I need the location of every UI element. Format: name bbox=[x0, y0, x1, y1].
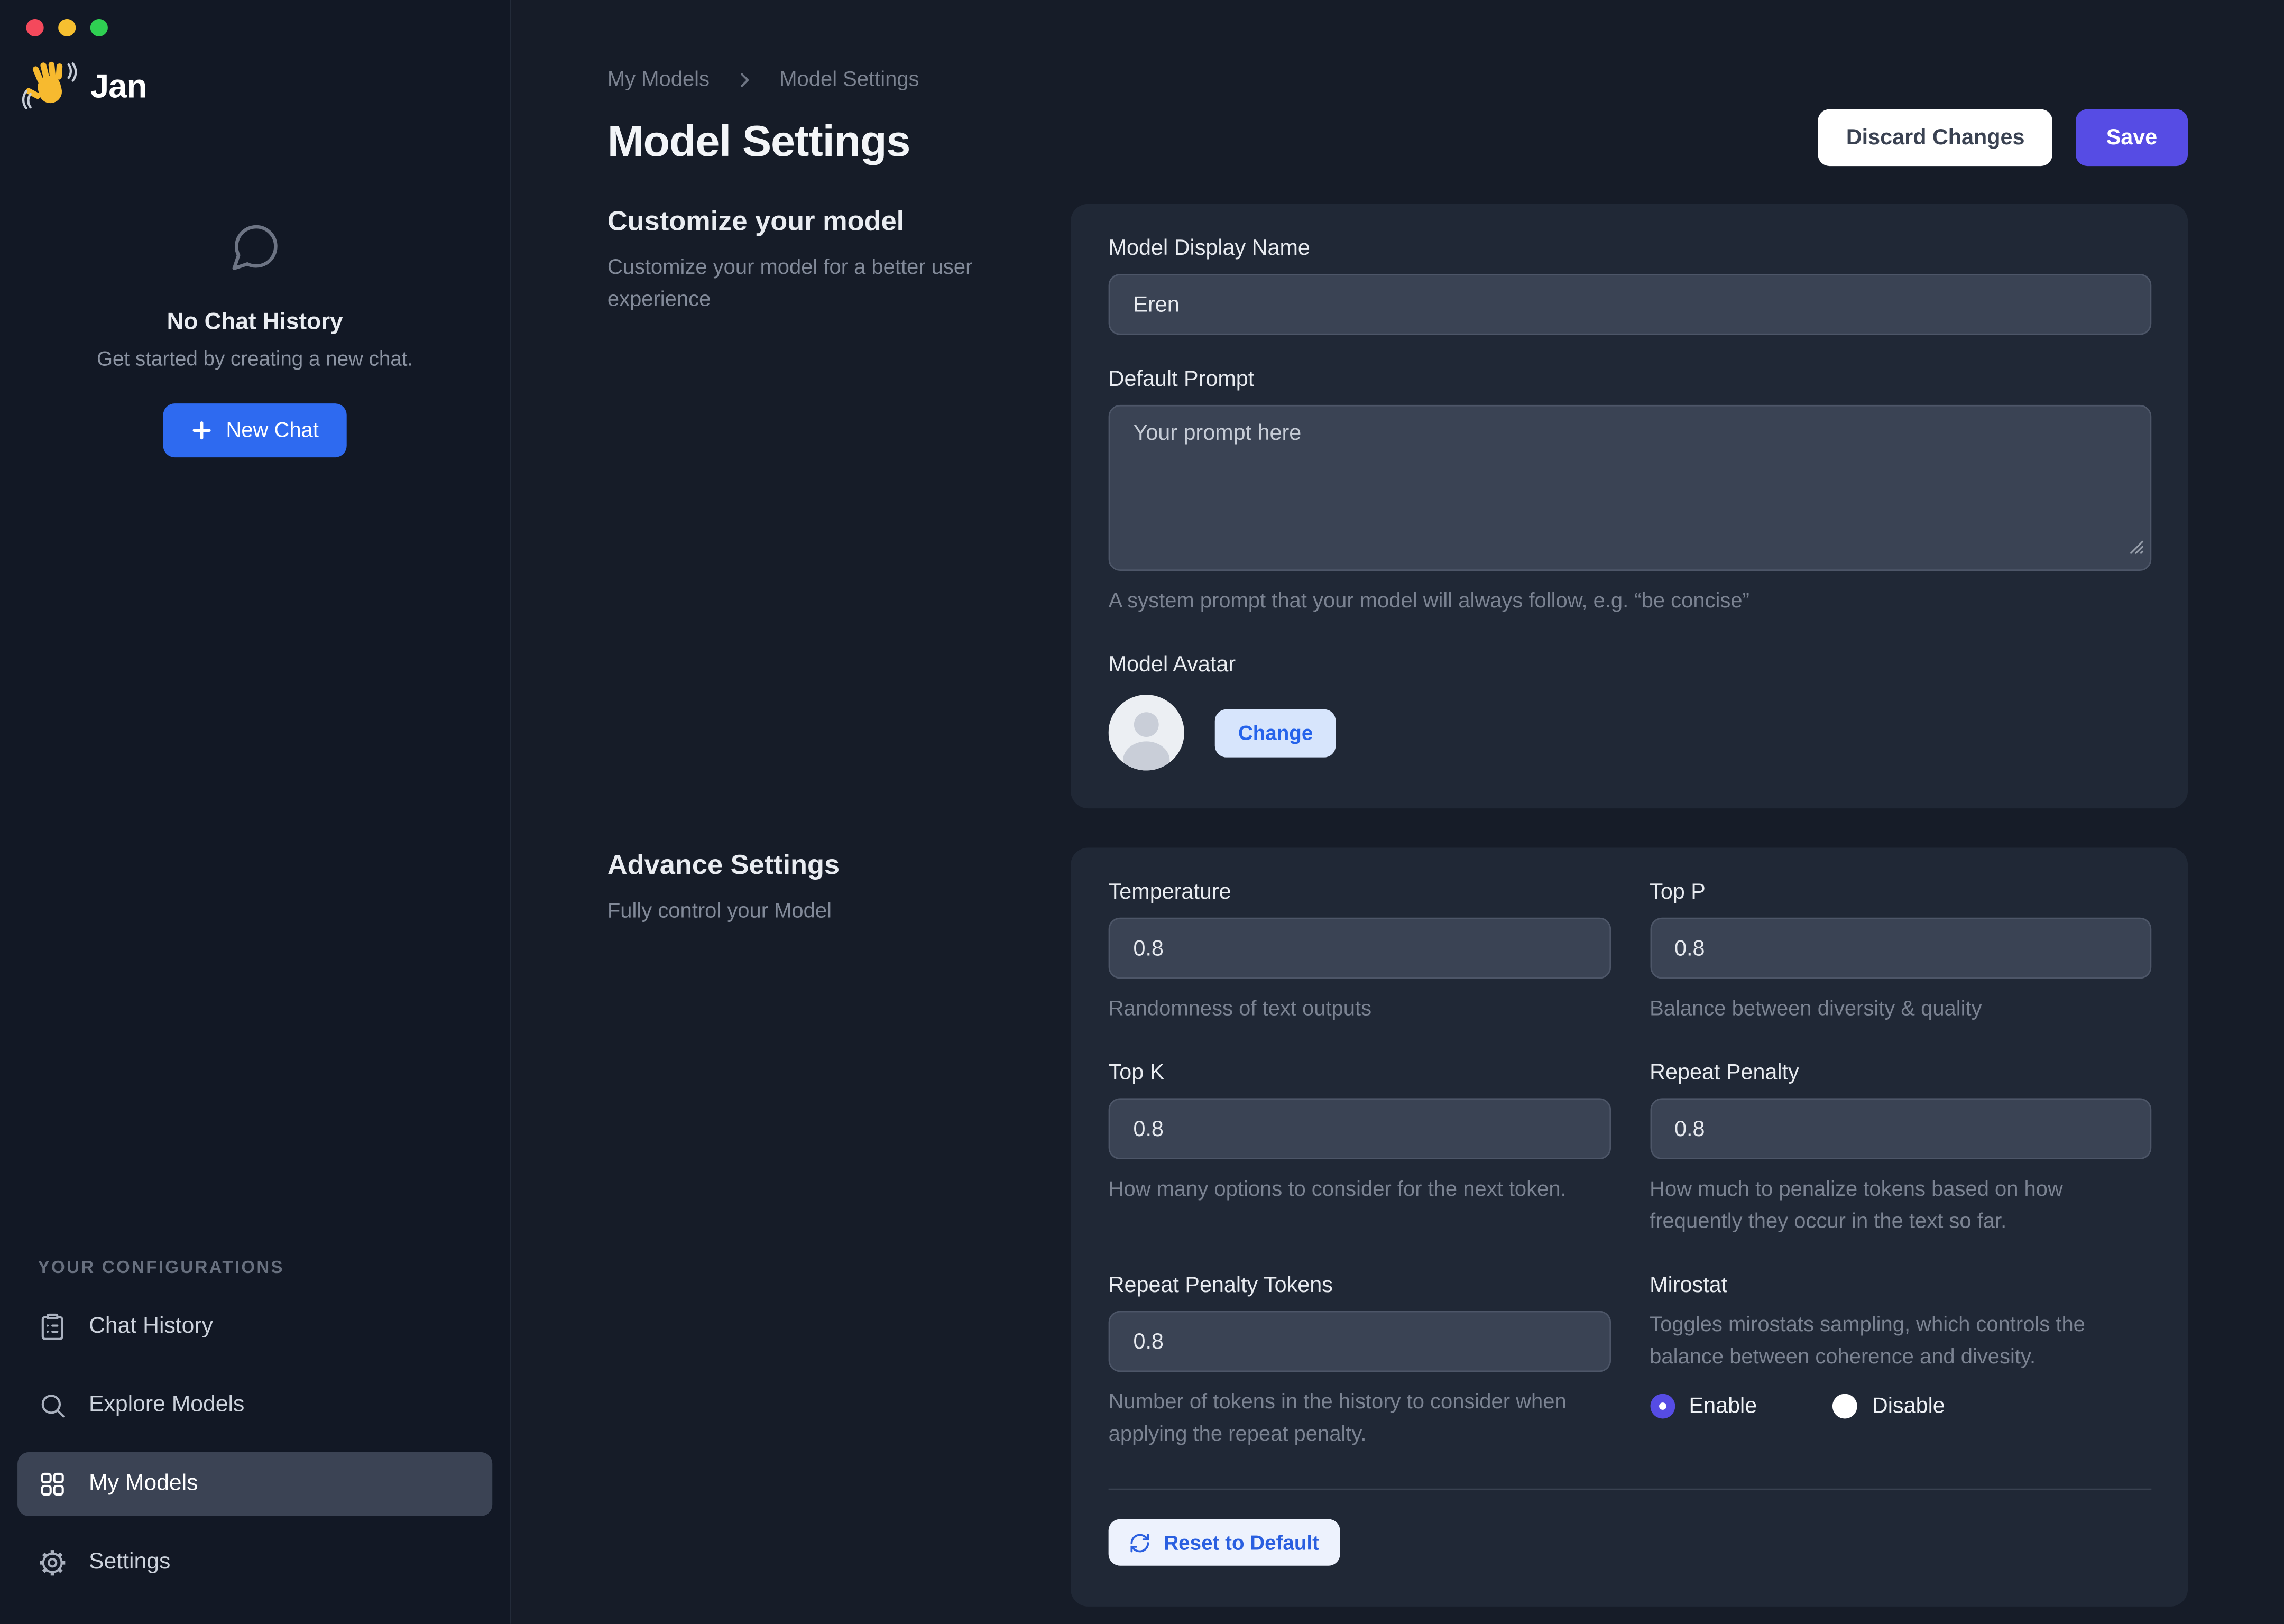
top-k-input[interactable] bbox=[1108, 1098, 1610, 1160]
top-p-input[interactable] bbox=[1650, 917, 2152, 979]
repeat-penalty-tokens-input[interactable] bbox=[1108, 1311, 1610, 1372]
mirostat-disable-radio[interactable]: Disable bbox=[1832, 1394, 1945, 1419]
empty-state-subtitle: Get started by creating a new chat. bbox=[97, 346, 413, 370]
sidebar-item-explore-models[interactable]: Explore Models bbox=[17, 1373, 492, 1437]
sidebar-item-label: My Models bbox=[89, 1471, 198, 1496]
mirostat-helper: Toggles mirostats sampling, which contro… bbox=[1650, 1314, 2085, 1369]
default-prompt-label: Default Prompt bbox=[1108, 367, 1255, 392]
resize-handle-icon[interactable] bbox=[2126, 536, 2144, 562]
advance-card: Temperature Randomness of text outputs T… bbox=[1070, 847, 2188, 1607]
default-prompt-textarea[interactable] bbox=[1108, 404, 2152, 571]
gear-icon bbox=[38, 1548, 67, 1577]
radio-dot-icon bbox=[1832, 1394, 1858, 1419]
top-p-helper: Balance between diversity & quality bbox=[1650, 998, 1982, 1021]
reset-to-default-label: Reset to Default bbox=[1164, 1530, 1319, 1554]
repeat-penalty-input[interactable] bbox=[1650, 1098, 2152, 1160]
customize-heading: Customize your model bbox=[607, 207, 905, 238]
new-chat-label: New Chat bbox=[226, 419, 319, 442]
mirostat-enable-radio[interactable]: Enable bbox=[1650, 1394, 1757, 1419]
change-avatar-button[interactable]: Change bbox=[1214, 708, 1337, 757]
close-window-button[interactable] bbox=[26, 19, 44, 36]
repeat-penalty-field: Repeat Penalty How much to penalize toke… bbox=[1650, 1060, 2152, 1238]
search-icon bbox=[38, 1391, 67, 1420]
mirostat-enable-label: Enable bbox=[1689, 1394, 1757, 1419]
plus-icon bbox=[191, 419, 213, 441]
customize-card: Model Display Name Default Prompt A syst… bbox=[1070, 204, 2188, 809]
model-avatar-row: Change bbox=[1108, 695, 2152, 771]
grid-icon bbox=[38, 1470, 67, 1499]
new-chat-button[interactable]: New Chat bbox=[163, 403, 347, 458]
main-content: My Models Model Settings Model Settings … bbox=[511, 0, 2284, 1624]
customize-section: Customize your model Customize your mode… bbox=[607, 204, 2188, 809]
breadcrumb-model-settings: Model Settings bbox=[779, 68, 919, 92]
save-button[interactable]: Save bbox=[2075, 109, 2188, 167]
header-actions: Discard Changes Save bbox=[1818, 109, 2188, 167]
sidebar-item-label: Settings bbox=[89, 1549, 171, 1575]
top-k-label: Top K bbox=[1108, 1060, 1165, 1085]
advance-grid: Temperature Randomness of text outputs T… bbox=[1108, 880, 2152, 1451]
chat-empty-state: No Chat History Get started by creating … bbox=[0, 220, 510, 458]
speech-bubble-icon bbox=[227, 220, 283, 275]
customize-subheading: Customize your model for a better user e… bbox=[607, 256, 973, 312]
discard-changes-button[interactable]: Discard Changes bbox=[1818, 109, 2052, 167]
top-p-field: Top P Balance between diversity & qualit… bbox=[1650, 880, 2152, 1026]
waving-hand-icon bbox=[22, 58, 77, 114]
sidebar-item-chat-history[interactable]: Chat History bbox=[17, 1295, 492, 1359]
default-prompt-wrapper bbox=[1108, 404, 2152, 571]
mirostat-disable-label: Disable bbox=[1872, 1394, 1945, 1419]
temperature-input[interactable] bbox=[1108, 917, 1610, 979]
model-display-name-input[interactable] bbox=[1108, 273, 2152, 335]
top-k-helper: How many options to consider for the nex… bbox=[1108, 1178, 1567, 1202]
repeat-penalty-tokens-helper: Number of tokens in the history to consi… bbox=[1108, 1391, 1567, 1446]
advance-heading: Advance Settings bbox=[607, 850, 840, 881]
repeat-penalty-tokens-field: Repeat Penalty Tokens Number of tokens i… bbox=[1108, 1272, 1610, 1451]
empty-state-title: No Chat History bbox=[167, 310, 343, 335]
temperature-field: Temperature Randomness of text outputs bbox=[1108, 880, 1610, 1026]
divider bbox=[1108, 1488, 2152, 1490]
window-controls bbox=[26, 19, 108, 36]
top-p-label: Top P bbox=[1650, 880, 1706, 905]
sidebar-item-label: Chat History bbox=[89, 1314, 214, 1339]
mirostat-field: Mirostat Toggles mirostats sampling, whi… bbox=[1650, 1273, 2151, 1451]
advance-section: Advance Settings Fully control your Mode… bbox=[607, 847, 2188, 1607]
repeat-penalty-helper: How much to penalize tokens based on how… bbox=[1650, 1178, 2063, 1234]
mirostat-label: Mirostat bbox=[1650, 1272, 1728, 1298]
avatar bbox=[1108, 695, 1184, 771]
default-prompt-helper: A system prompt that your model will alw… bbox=[1108, 589, 1749, 613]
minimize-window-button[interactable] bbox=[58, 19, 76, 36]
chevron-right-icon bbox=[734, 70, 755, 90]
refresh-icon bbox=[1129, 1531, 1150, 1553]
reset-to-default-button[interactable]: Reset to Default bbox=[1108, 1519, 1340, 1566]
mirostat-radio-group: Enable Disable bbox=[1650, 1394, 2151, 1419]
maximize-window-button[interactable] bbox=[90, 19, 108, 36]
advance-subheading: Fully control your Model bbox=[607, 900, 832, 924]
top-k-field: Top K How many options to consider for t… bbox=[1108, 1060, 1610, 1238]
sidebar-item-label: Explore Models bbox=[89, 1392, 245, 1417]
sidebar-item-settings[interactable]: Settings bbox=[17, 1531, 492, 1595]
model-display-name-label: Model Display Name bbox=[1108, 236, 1310, 261]
breadcrumb: My Models Model Settings bbox=[607, 68, 2188, 91]
repeat-penalty-label: Repeat Penalty bbox=[1650, 1060, 1799, 1085]
repeat-penalty-tokens-label: Repeat Penalty Tokens bbox=[1108, 1272, 1333, 1298]
temperature-helper: Randomness of text outputs bbox=[1108, 998, 1372, 1021]
model-avatar-label: Model Avatar bbox=[1108, 652, 1236, 678]
clipboard-icon bbox=[38, 1312, 67, 1341]
sidebar-item-my-models[interactable]: My Models bbox=[17, 1452, 493, 1517]
advance-section-info: Advance Settings Fully control your Mode… bbox=[607, 847, 1071, 928]
temperature-label: Temperature bbox=[1108, 880, 1231, 905]
app-name: Jan bbox=[90, 66, 148, 104]
page-title: Model Settings bbox=[607, 118, 910, 167]
breadcrumb-my-models[interactable]: My Models bbox=[607, 68, 710, 92]
app-logo: Jan bbox=[22, 58, 148, 114]
customize-section-info: Customize your model Customize your mode… bbox=[607, 204, 1071, 316]
sidebar-nav: YOUR CONFIGURATIONS Chat History bbox=[17, 1257, 493, 1595]
radio-dot-icon bbox=[1650, 1394, 1674, 1419]
sidebar: Jan No Chat History Get started by creat… bbox=[0, 0, 512, 1624]
sidebar-section-label: YOUR CONFIGURATIONS bbox=[38, 1257, 284, 1278]
